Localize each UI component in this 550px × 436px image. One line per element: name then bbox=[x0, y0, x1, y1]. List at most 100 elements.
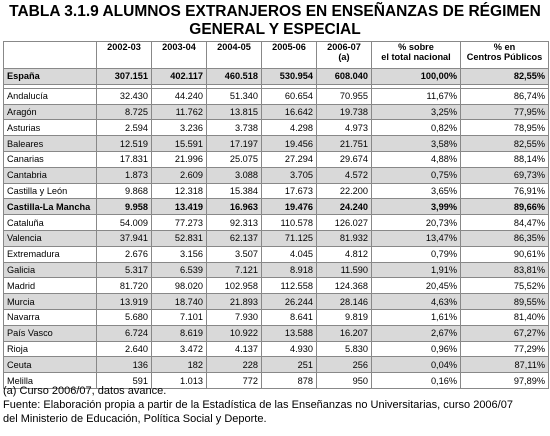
value-cell: 54.009 bbox=[96, 214, 152, 231]
value-cell: 7.930 bbox=[206, 308, 262, 326]
value-cell: 11.590 bbox=[316, 261, 372, 279]
value-cell: 100,00% bbox=[371, 68, 461, 85]
value-cell: 124.368 bbox=[316, 277, 372, 295]
value-cell: 3,58% bbox=[371, 135, 461, 152]
value-cell: 8.725 bbox=[96, 103, 152, 121]
value-cell: 4,63% bbox=[371, 293, 461, 310]
value-cell: 772 bbox=[206, 372, 262, 389]
value-cell: 81.932 bbox=[316, 229, 372, 247]
value-cell: 4.045 bbox=[261, 245, 317, 263]
value-cell: 19.738 bbox=[316, 103, 372, 121]
value-cell: 16.642 bbox=[261, 103, 317, 121]
value-cell: 402.117 bbox=[151, 68, 207, 85]
value-cell: 32.430 bbox=[96, 87, 152, 105]
value-cell: 591 bbox=[96, 372, 152, 389]
value-cell: 19.456 bbox=[261, 135, 317, 152]
value-cell: 5.317 bbox=[96, 261, 152, 279]
value-cell: 13.588 bbox=[261, 324, 317, 342]
value-cell: 13.919 bbox=[96, 293, 152, 310]
value-cell: 4.812 bbox=[316, 245, 372, 263]
value-cell: 20,45% bbox=[371, 277, 461, 295]
table-row: Murcia 13.919 18.740 21.893 26.244 28.146 4,63… bbox=[3, 293, 549, 310]
table-row: Castilla-La Mancha 9.958 13.419 16.963 19.47… bbox=[3, 198, 549, 216]
value-cell: 92.313 bbox=[206, 214, 262, 231]
value-cell: 2.676 bbox=[96, 245, 152, 263]
value-cell: 18.740 bbox=[151, 293, 207, 310]
value-cell: 71.125 bbox=[261, 229, 317, 247]
value-cell: 84,47% bbox=[460, 214, 549, 231]
value-cell: 28.146 bbox=[316, 293, 372, 310]
value-cell: 136 bbox=[96, 356, 152, 374]
value-cell: 15.384 bbox=[206, 182, 262, 200]
value-cell: 13.815 bbox=[206, 103, 262, 121]
table-row: Ceuta 136 182 228 251 256 0,04% 87,11% bbox=[3, 356, 549, 374]
value-cell: 60.654 bbox=[261, 87, 317, 105]
source-line-2: del Ministerio de Educación, Política So… bbox=[3, 413, 267, 425]
value-cell: 22.200 bbox=[316, 182, 372, 200]
value-cell: 3.507 bbox=[206, 245, 262, 263]
value-cell: 4,88% bbox=[371, 150, 461, 168]
value-cell: 77,29% bbox=[460, 340, 549, 358]
region-name-cell: España bbox=[3, 68, 97, 85]
table-row: España 307.151 402.117 460.518 530.954 608.04… bbox=[3, 68, 549, 85]
column-header: % sobre el total nacional bbox=[371, 41, 461, 69]
region-name-cell: Ceuta bbox=[3, 356, 97, 374]
value-cell: 77,95% bbox=[460, 103, 549, 121]
value-cell: 27.294 bbox=[261, 150, 317, 168]
column-header: 2005-06 bbox=[261, 41, 317, 69]
value-cell: 67,27% bbox=[460, 324, 549, 342]
value-cell: 37.941 bbox=[96, 229, 152, 247]
value-cell: 17.831 bbox=[96, 150, 152, 168]
foreign-students-table: 2002-03 2003-04 2004-05 2005-06 2006-07 (a)% … bbox=[3, 41, 549, 389]
region-name-cell: Rioja bbox=[3, 340, 97, 358]
value-cell: 87,11% bbox=[460, 356, 549, 374]
value-cell: 21.751 bbox=[316, 135, 372, 152]
region-name-cell: Navarra bbox=[3, 308, 97, 326]
value-cell: 75,52% bbox=[460, 277, 549, 295]
value-cell: 460.518 bbox=[206, 68, 262, 85]
value-cell: 530.954 bbox=[261, 68, 317, 85]
column-header bbox=[3, 41, 97, 69]
value-cell: 110.578 bbox=[261, 214, 317, 231]
table-row: Valencia 37.941 52.831 62.137 71.125 81.932 13… bbox=[3, 229, 549, 247]
value-cell: 4.930 bbox=[261, 340, 317, 358]
value-cell: 5.830 bbox=[316, 340, 372, 358]
table-row: País Vasco 6.724 8.619 10.922 13.588 16.207 2,… bbox=[3, 324, 549, 342]
value-cell: 7.121 bbox=[206, 261, 262, 279]
value-cell: 228 bbox=[206, 356, 262, 374]
value-cell: 11.762 bbox=[151, 103, 207, 121]
region-name-cell: Andalucía bbox=[3, 87, 97, 105]
value-cell: 182 bbox=[151, 356, 207, 374]
table-title: TABLA 3.1.9 ALUMNOS EXTRANJEROS EN ENSEÑ… bbox=[0, 3, 550, 39]
value-cell: 77.273 bbox=[151, 214, 207, 231]
column-header: 2006-07 (a) bbox=[316, 41, 372, 69]
region-name-cell: Cataluña bbox=[3, 214, 97, 231]
value-cell: 29.674 bbox=[316, 150, 372, 168]
value-cell: 0,16% bbox=[371, 372, 461, 389]
value-cell: 3.236 bbox=[151, 119, 207, 137]
value-cell: 9.868 bbox=[96, 182, 152, 200]
value-cell: 44.240 bbox=[151, 87, 207, 105]
value-cell: 2.640 bbox=[96, 340, 152, 358]
value-cell: 7.101 bbox=[151, 308, 207, 326]
value-cell: 81,40% bbox=[460, 308, 549, 326]
region-name-cell: Galicia bbox=[3, 261, 97, 279]
value-cell: 26.244 bbox=[261, 293, 317, 310]
value-cell: 97,89% bbox=[460, 372, 549, 389]
value-cell: 3,65% bbox=[371, 182, 461, 200]
value-cell: 256 bbox=[316, 356, 372, 374]
value-cell: 2,67% bbox=[371, 324, 461, 342]
value-cell: 10.922 bbox=[206, 324, 262, 342]
value-cell: 13.419 bbox=[151, 198, 207, 216]
region-name-cell: Valencia bbox=[3, 229, 97, 247]
region-name-cell: Madrid bbox=[3, 277, 97, 295]
value-cell: 11,67% bbox=[371, 87, 461, 105]
value-cell: 24.240 bbox=[316, 198, 372, 216]
value-cell: 83,81% bbox=[460, 261, 549, 279]
value-cell: 20,73% bbox=[371, 214, 461, 231]
value-cell: 16.963 bbox=[206, 198, 262, 216]
value-cell: 0,79% bbox=[371, 245, 461, 263]
value-cell: 4.973 bbox=[316, 119, 372, 137]
value-cell: 3.705 bbox=[261, 166, 317, 184]
